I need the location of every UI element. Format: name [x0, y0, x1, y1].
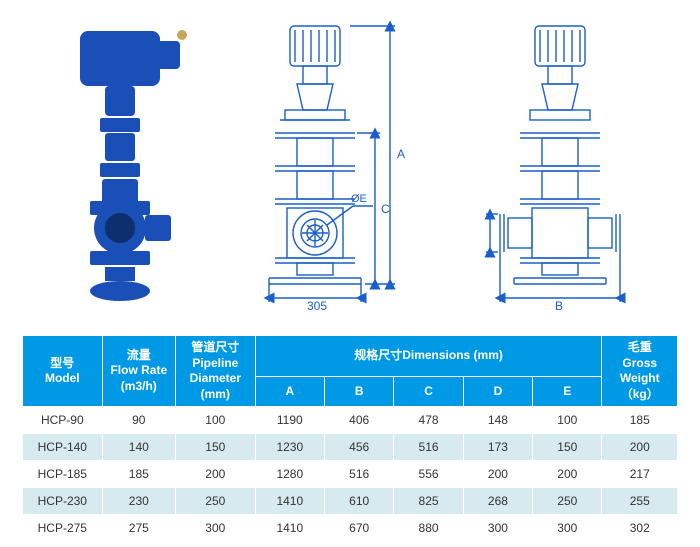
cell-B: 610	[324, 488, 393, 515]
table-row: HCP-90901001190406478148100185	[23, 407, 678, 434]
cell-flow: 140	[102, 434, 175, 461]
cell-C: 556	[394, 461, 463, 488]
cell-A: 1190	[255, 407, 324, 434]
cell-flow: 185	[102, 461, 175, 488]
cell-E: 250	[533, 488, 602, 515]
cell-D: 268	[463, 488, 532, 515]
cell-D: 300	[463, 515, 532, 542]
cell-weight: 302	[602, 515, 678, 542]
cell-C: 825	[394, 488, 463, 515]
cell-flow: 90	[102, 407, 175, 434]
cell-pipe: 300	[176, 515, 256, 542]
cell-D: 173	[463, 434, 532, 461]
cell-B: 516	[324, 461, 393, 488]
cell-C: 478	[394, 407, 463, 434]
front-drawing: 305 A C ØE	[225, 5, 455, 330]
cell-B: 670	[324, 515, 393, 542]
product-photo	[30, 5, 210, 330]
dim-label-b: B	[555, 299, 563, 313]
cell-weight: 217	[602, 461, 678, 488]
th-b: B	[324, 376, 393, 407]
th-e: E	[533, 376, 602, 407]
cell-A: 1230	[255, 434, 324, 461]
cell-B: 456	[324, 434, 393, 461]
cell-pipe: 150	[176, 434, 256, 461]
cell-A: 1410	[255, 515, 324, 542]
table-row: HCP-1851852001280516556200200217	[23, 461, 678, 488]
table-row: HCP-2752753001410670880300300302	[23, 515, 678, 542]
spec-table: 型号 Model 流量 Flow Rate (m3/h) 管道尺寸 Pipeli…	[22, 335, 678, 542]
cell-E: 300	[533, 515, 602, 542]
side-drawing: B	[470, 5, 670, 330]
cell-pipe: 100	[176, 407, 256, 434]
cell-E: 100	[533, 407, 602, 434]
diagram-row: 305 A C ØE	[5, 5, 695, 330]
cell-model: HCP-140	[23, 434, 103, 461]
cell-pipe: 200	[176, 461, 256, 488]
th-c: C	[394, 376, 463, 407]
cell-model: HCP-185	[23, 461, 103, 488]
cell-model: HCP-90	[23, 407, 103, 434]
cell-model: HCP-275	[23, 515, 103, 542]
cell-weight: 255	[602, 488, 678, 515]
cell-pipe: 250	[176, 488, 256, 515]
th-dims: 规格尺寸Dimensions (mm)	[255, 336, 602, 377]
th-flow: 流量 Flow Rate (m3/h)	[102, 336, 175, 407]
cell-flow: 275	[102, 515, 175, 542]
cell-C: 880	[394, 515, 463, 542]
cell-D: 148	[463, 407, 532, 434]
table-row: HCP-2302302501410610825268250255	[23, 488, 678, 515]
cell-flow: 230	[102, 488, 175, 515]
dim-label-e: ØE	[351, 193, 367, 205]
cell-B: 406	[324, 407, 393, 434]
cell-A: 1280	[255, 461, 324, 488]
dim-label-c: C	[381, 202, 390, 216]
cell-E: 150	[533, 434, 602, 461]
th-weight: 毛重 Gross Weight （kg）	[602, 336, 678, 407]
th-pipe: 管道尺寸 Pipeline Diameter (mm)	[176, 336, 256, 407]
cell-weight: 200	[602, 434, 678, 461]
cell-D: 200	[463, 461, 532, 488]
cell-C: 516	[394, 434, 463, 461]
cell-model: HCP-230	[23, 488, 103, 515]
th-model: 型号 Model	[23, 336, 103, 407]
cell-weight: 185	[602, 407, 678, 434]
cell-A: 1410	[255, 488, 324, 515]
dim-label-305: 305	[307, 299, 327, 313]
table-row: HCP-1401401501230456516173150200	[23, 434, 678, 461]
th-a: A	[255, 376, 324, 407]
th-d: D	[463, 376, 532, 407]
cell-E: 200	[533, 461, 602, 488]
dim-label-a: A	[397, 147, 405, 161]
